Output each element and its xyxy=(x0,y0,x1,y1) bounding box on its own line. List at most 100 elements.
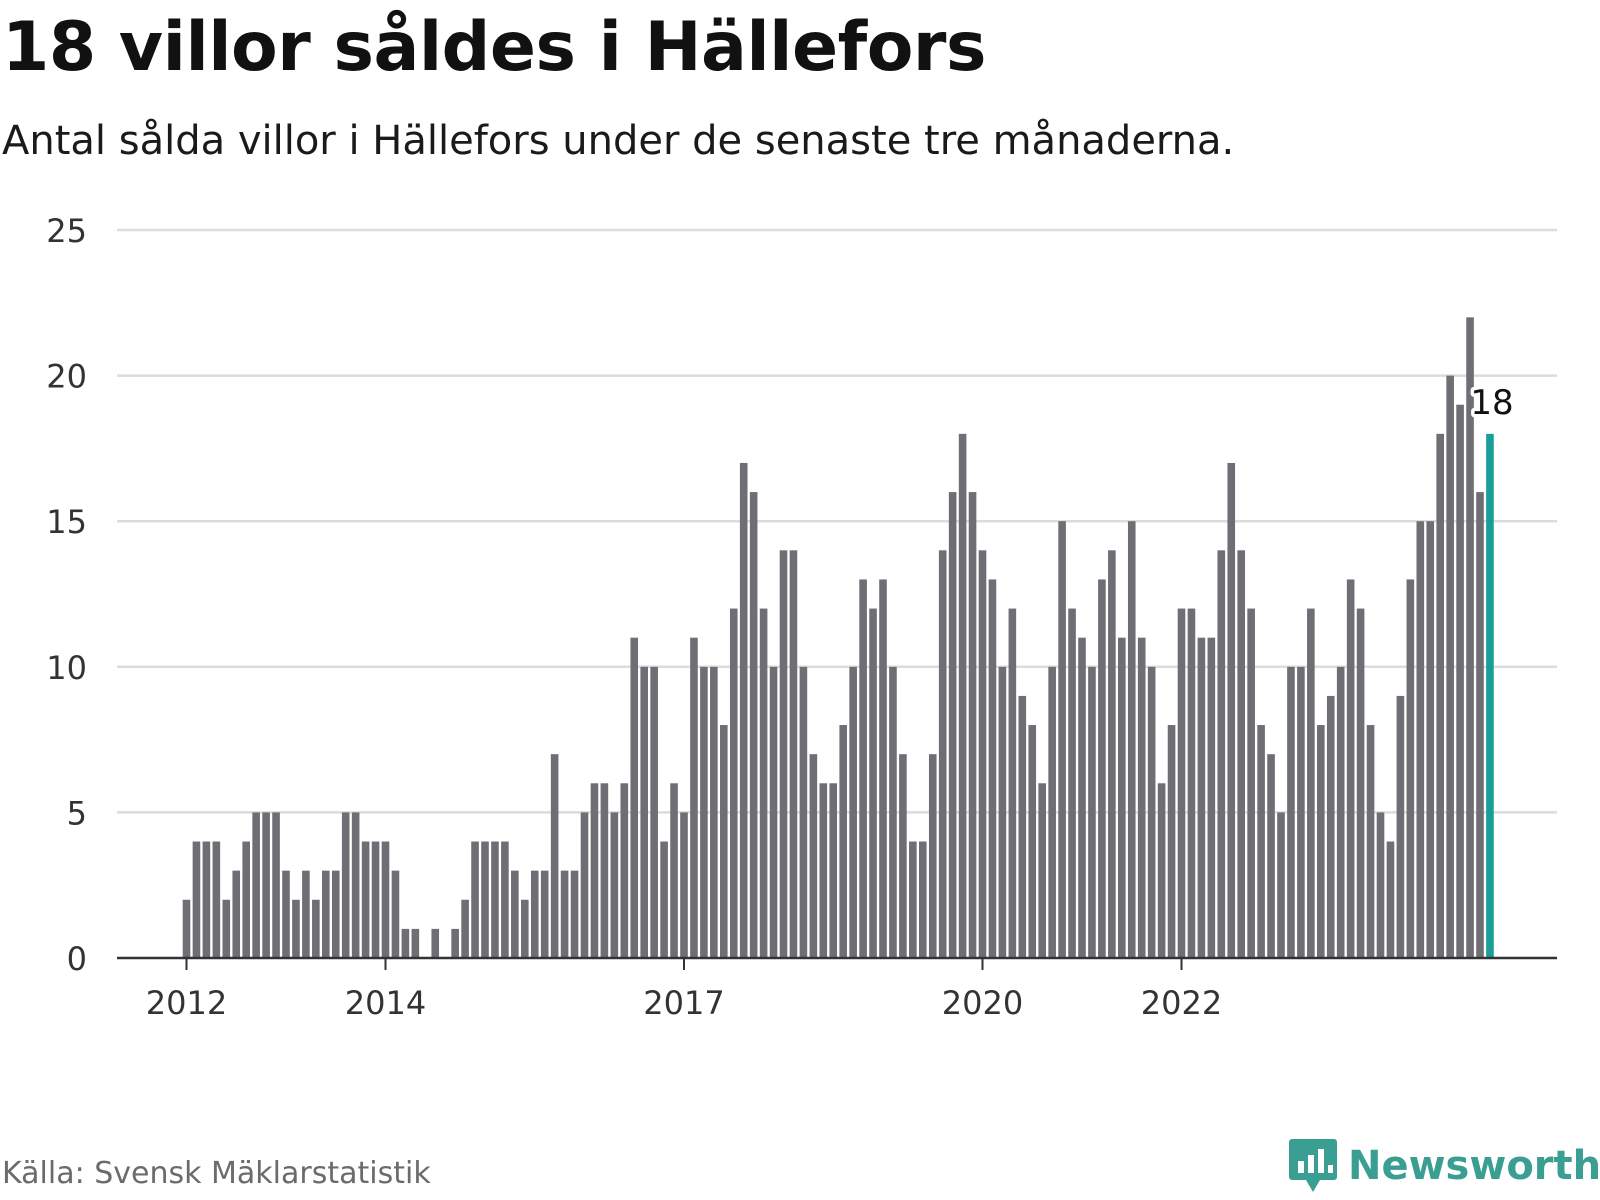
y-tick-label: 10 xyxy=(46,649,87,687)
bar xyxy=(1217,550,1226,958)
bar xyxy=(411,928,420,958)
bar xyxy=(1008,608,1017,958)
bar xyxy=(819,783,828,958)
bar xyxy=(899,754,907,958)
bar xyxy=(182,899,191,958)
bar xyxy=(590,783,599,958)
bar xyxy=(1058,521,1066,958)
bar xyxy=(1317,725,1325,958)
x-tick-label: 2022 xyxy=(1141,984,1222,1022)
bar xyxy=(1436,433,1444,959)
x-tick-label: 2020 xyxy=(942,984,1023,1022)
bar xyxy=(322,870,330,958)
bar xyxy=(1038,783,1046,958)
bar xyxy=(501,841,509,958)
bar xyxy=(739,462,748,958)
bar xyxy=(690,637,698,958)
bar xyxy=(799,666,808,958)
bar xyxy=(1386,841,1395,958)
bar xyxy=(371,841,380,958)
bar xyxy=(1177,608,1186,958)
bar xyxy=(401,928,410,958)
bar xyxy=(1297,666,1305,958)
bar xyxy=(491,841,499,958)
bar xyxy=(680,812,688,958)
chart-subtitle: Antal sålda villor i Hällefors under de … xyxy=(2,118,1235,164)
bar xyxy=(978,550,987,958)
bar xyxy=(1197,637,1206,958)
bar xyxy=(481,841,489,958)
bar xyxy=(729,608,738,958)
x-tick-label: 2014 xyxy=(345,984,426,1022)
bar xyxy=(1227,462,1236,958)
bar xyxy=(1257,725,1265,958)
bar xyxy=(262,812,270,958)
highlight-bar xyxy=(1486,433,1494,959)
bar xyxy=(769,666,778,958)
bar xyxy=(331,870,340,958)
bar xyxy=(928,754,937,958)
y-tick-label: 15 xyxy=(46,503,87,541)
bar xyxy=(1406,579,1415,958)
bar xyxy=(540,870,549,958)
bar xyxy=(222,899,231,958)
bar xyxy=(1137,637,1146,958)
bar xyxy=(620,783,629,958)
bar xyxy=(1048,666,1056,958)
x-tick-label: 2012 xyxy=(146,984,227,1022)
bar xyxy=(749,492,758,958)
bar xyxy=(1456,404,1464,959)
bar xyxy=(550,754,559,958)
bar xyxy=(272,812,280,958)
bar xyxy=(660,841,668,958)
chart-title: 18 villor såldes i Hällefors xyxy=(2,8,986,87)
bar xyxy=(789,550,798,958)
bar xyxy=(948,492,957,958)
bar xyxy=(451,928,459,958)
bar xyxy=(1376,812,1385,958)
bar xyxy=(1426,521,1435,958)
bar xyxy=(889,666,897,958)
bar xyxy=(610,812,619,958)
bar xyxy=(192,841,201,958)
bar xyxy=(1127,521,1136,958)
bar xyxy=(1018,695,1027,958)
bar xyxy=(292,899,300,958)
bar xyxy=(1088,666,1096,958)
highlight-value-label: 18 xyxy=(1470,383,1513,423)
bar xyxy=(1287,666,1295,958)
bar xyxy=(391,870,400,958)
bar xyxy=(1147,666,1156,958)
brand-logo[interactable]: Newsworthy xyxy=(1288,1137,1600,1195)
bar xyxy=(312,899,320,958)
bar xyxy=(1108,550,1116,958)
bar xyxy=(1307,608,1315,958)
bar xyxy=(1396,695,1405,958)
bar xyxy=(302,870,310,958)
bar xyxy=(1157,783,1166,958)
bar xyxy=(909,841,917,958)
bar xyxy=(998,666,1007,958)
source-note: Källa: Svensk Mäklarstatistik xyxy=(2,1156,431,1191)
bar xyxy=(779,550,788,958)
bar xyxy=(670,783,678,958)
bar xyxy=(839,725,847,958)
bar xyxy=(1068,608,1076,958)
bar xyxy=(431,928,440,958)
bar xyxy=(511,870,519,958)
bar xyxy=(1466,317,1474,958)
bar xyxy=(1346,579,1355,958)
bar xyxy=(1326,695,1335,958)
bar xyxy=(202,841,211,958)
y-tick-label: 5 xyxy=(67,794,87,832)
bar-chart: 0 5 10 15 20 25 2012 2014 2017 2020 2022 18 xyxy=(46,212,1557,1022)
bar xyxy=(720,725,728,958)
bar xyxy=(1476,492,1484,958)
bar xyxy=(461,899,469,958)
bar xyxy=(879,579,887,958)
bar xyxy=(809,754,818,958)
bar xyxy=(968,492,977,958)
bar xyxy=(869,608,877,958)
x-tick-label: 2017 xyxy=(643,984,724,1022)
bar xyxy=(1356,608,1365,958)
